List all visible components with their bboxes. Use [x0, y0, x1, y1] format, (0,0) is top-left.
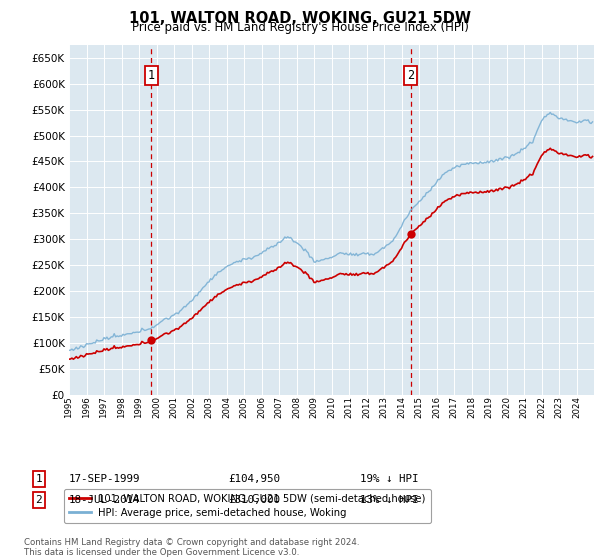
Text: £104,950: £104,950	[228, 474, 280, 484]
Text: 1: 1	[35, 474, 43, 484]
Text: £310,000: £310,000	[228, 495, 280, 505]
Text: Contains HM Land Registry data © Crown copyright and database right 2024.
This d: Contains HM Land Registry data © Crown c…	[24, 538, 359, 557]
Text: 17-SEP-1999: 17-SEP-1999	[69, 474, 140, 484]
Text: 101, WALTON ROAD, WOKING, GU21 5DW: 101, WALTON ROAD, WOKING, GU21 5DW	[129, 11, 471, 26]
Text: 2: 2	[407, 69, 415, 82]
Text: 13% ↓ HPI: 13% ↓ HPI	[360, 495, 419, 505]
Text: Price paid vs. HM Land Registry's House Price Index (HPI): Price paid vs. HM Land Registry's House …	[131, 21, 469, 34]
Text: 19% ↓ HPI: 19% ↓ HPI	[360, 474, 419, 484]
Text: 1: 1	[148, 69, 155, 82]
Text: 2: 2	[35, 495, 43, 505]
Text: 18-JUL-2014: 18-JUL-2014	[69, 495, 140, 505]
Legend: 101, WALTON ROAD, WOKING, GU21 5DW (semi-detached house), HPI: Average price, se: 101, WALTON ROAD, WOKING, GU21 5DW (semi…	[64, 489, 431, 523]
